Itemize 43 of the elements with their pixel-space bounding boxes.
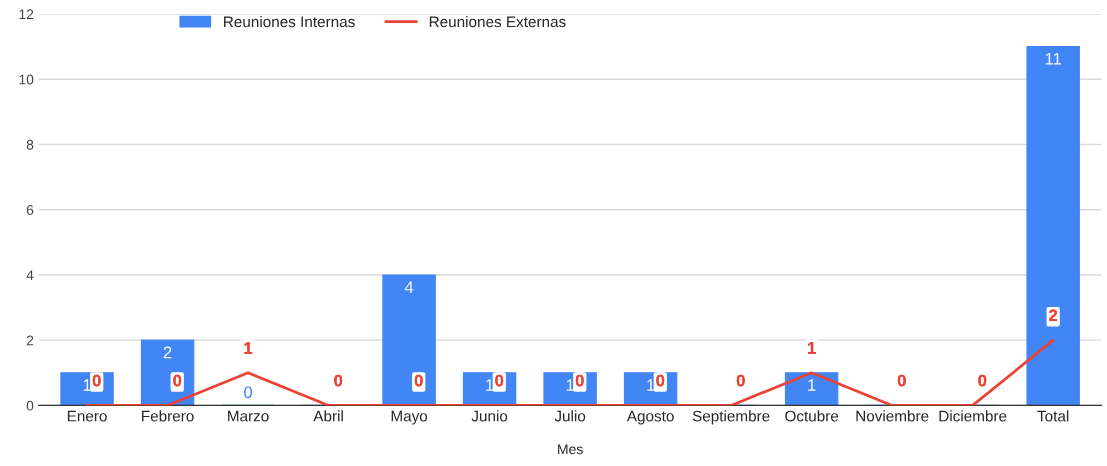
- data-label: 2: [163, 346, 172, 359]
- data-label: 0: [92, 374, 101, 387]
- legend-label: Reuniones Externas: [429, 15, 566, 28]
- data-label: 0: [575, 374, 584, 387]
- y-tick-label: 8: [26, 139, 34, 150]
- x-tick-label: Marzo: [228, 410, 269, 422]
- data-label: 1: [808, 342, 816, 354]
- x-tick-label: Noviembre: [856, 410, 929, 422]
- data-label: 1: [808, 379, 816, 391]
- x-tick-label: Febrero: [142, 410, 194, 422]
- data-label: 2: [1049, 309, 1058, 322]
- data-label: 0: [244, 386, 253, 399]
- data-label: 1: [244, 342, 253, 354]
- data-label: 0: [736, 374, 745, 387]
- y-tick-label: 4: [26, 270, 34, 280]
- data-label: 0: [495, 374, 504, 387]
- y-tick-label: 12: [19, 9, 34, 20]
- data-label: 0: [334, 374, 343, 387]
- data-label: 0: [656, 374, 665, 387]
- y-tick-label: 0: [26, 400, 34, 411]
- x-tick-label: Enero: [67, 410, 107, 422]
- data-label: 0: [173, 374, 182, 387]
- x-tick-label: Diciembre: [939, 410, 1007, 422]
- y-tick-label: 2: [26, 335, 34, 346]
- x-tick-label: Julio: [554, 410, 586, 422]
- x-axis-title: Mes: [558, 444, 583, 455]
- data-label: 11: [1045, 53, 1061, 65]
- x-tick-label: Junio: [471, 410, 508, 422]
- data-label: 0: [414, 374, 423, 387]
- y-tick-label: 6: [26, 205, 34, 215]
- x-tick-label: Septiembre: [692, 410, 770, 425]
- x-tick-label: Mayo: [391, 410, 428, 425]
- data-label: 1: [486, 379, 494, 391]
- data-label: 0: [978, 374, 987, 387]
- x-tick-label: Abril: [313, 410, 343, 422]
- data-label: 1: [647, 379, 655, 391]
- x-tick-label: Agosto: [626, 410, 674, 425]
- x-tick-label: Total: [1037, 410, 1069, 422]
- data-label: 0: [897, 374, 906, 387]
- y-tick-label: 10: [19, 74, 34, 85]
- x-tick-label: Octubre: [785, 410, 839, 422]
- legend-label: Reuniones Internas: [224, 15, 355, 28]
- data-label: 4: [404, 281, 414, 293]
